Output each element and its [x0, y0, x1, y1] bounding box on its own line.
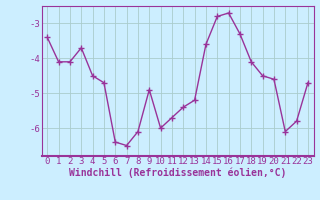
- X-axis label: Windchill (Refroidissement éolien,°C): Windchill (Refroidissement éolien,°C): [69, 168, 286, 178]
